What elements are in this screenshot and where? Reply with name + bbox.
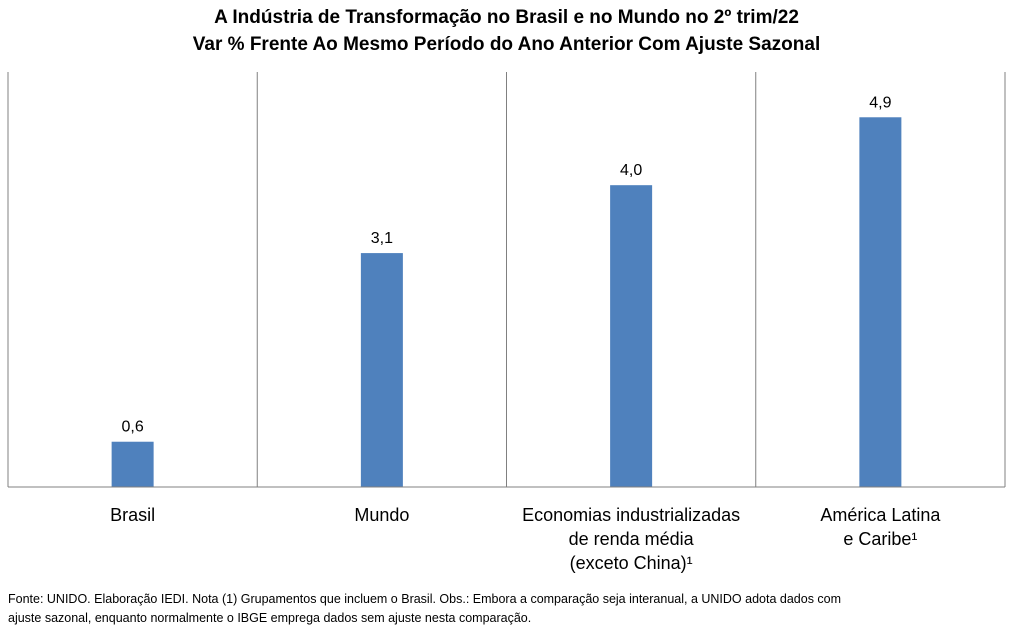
bar [360,253,403,487]
category-label: e Caribe¹ [843,529,917,549]
chart-title-line-1: A Indústria de Transformação no Brasil e… [214,7,799,28]
category-label: de renda média [569,529,695,549]
category-label: Economias industrializadas [522,505,740,525]
bar [859,117,902,487]
value-label: 3,1 [371,230,393,247]
chart-title-line-2: Var % Frente Ao Mesmo Período do Ano Ant… [192,34,821,55]
bars [111,117,902,487]
bar [610,185,653,487]
bar [111,441,154,487]
category-label: (exceto China)¹ [570,553,693,573]
category-label: Brasil [110,505,155,525]
footnote-line-2: ajuste sazonal, enquanto normalmente o I… [8,611,532,625]
category-label: América Latina [820,505,941,525]
value-labels: 0,6 3,1 4,0 4,9 [122,94,892,435]
category-label: Mundo [354,505,409,525]
value-label: 4,0 [620,162,642,179]
value-label: 4,9 [869,94,891,111]
chart-title: A Indústria de Transformação no Brasil e… [0,4,1013,58]
source-footnote: Fonte: UNIDO. Elaboração IEDI. Nota (1) … [8,590,998,628]
category-labels: Brasil Mundo Economias industrializadas de … [110,505,941,573]
category-separators [7,72,1006,487]
value-label: 0,6 [122,419,144,436]
footnote-line-1: Fonte: UNIDO. Elaboração IEDI. Nota (1) … [8,592,842,606]
